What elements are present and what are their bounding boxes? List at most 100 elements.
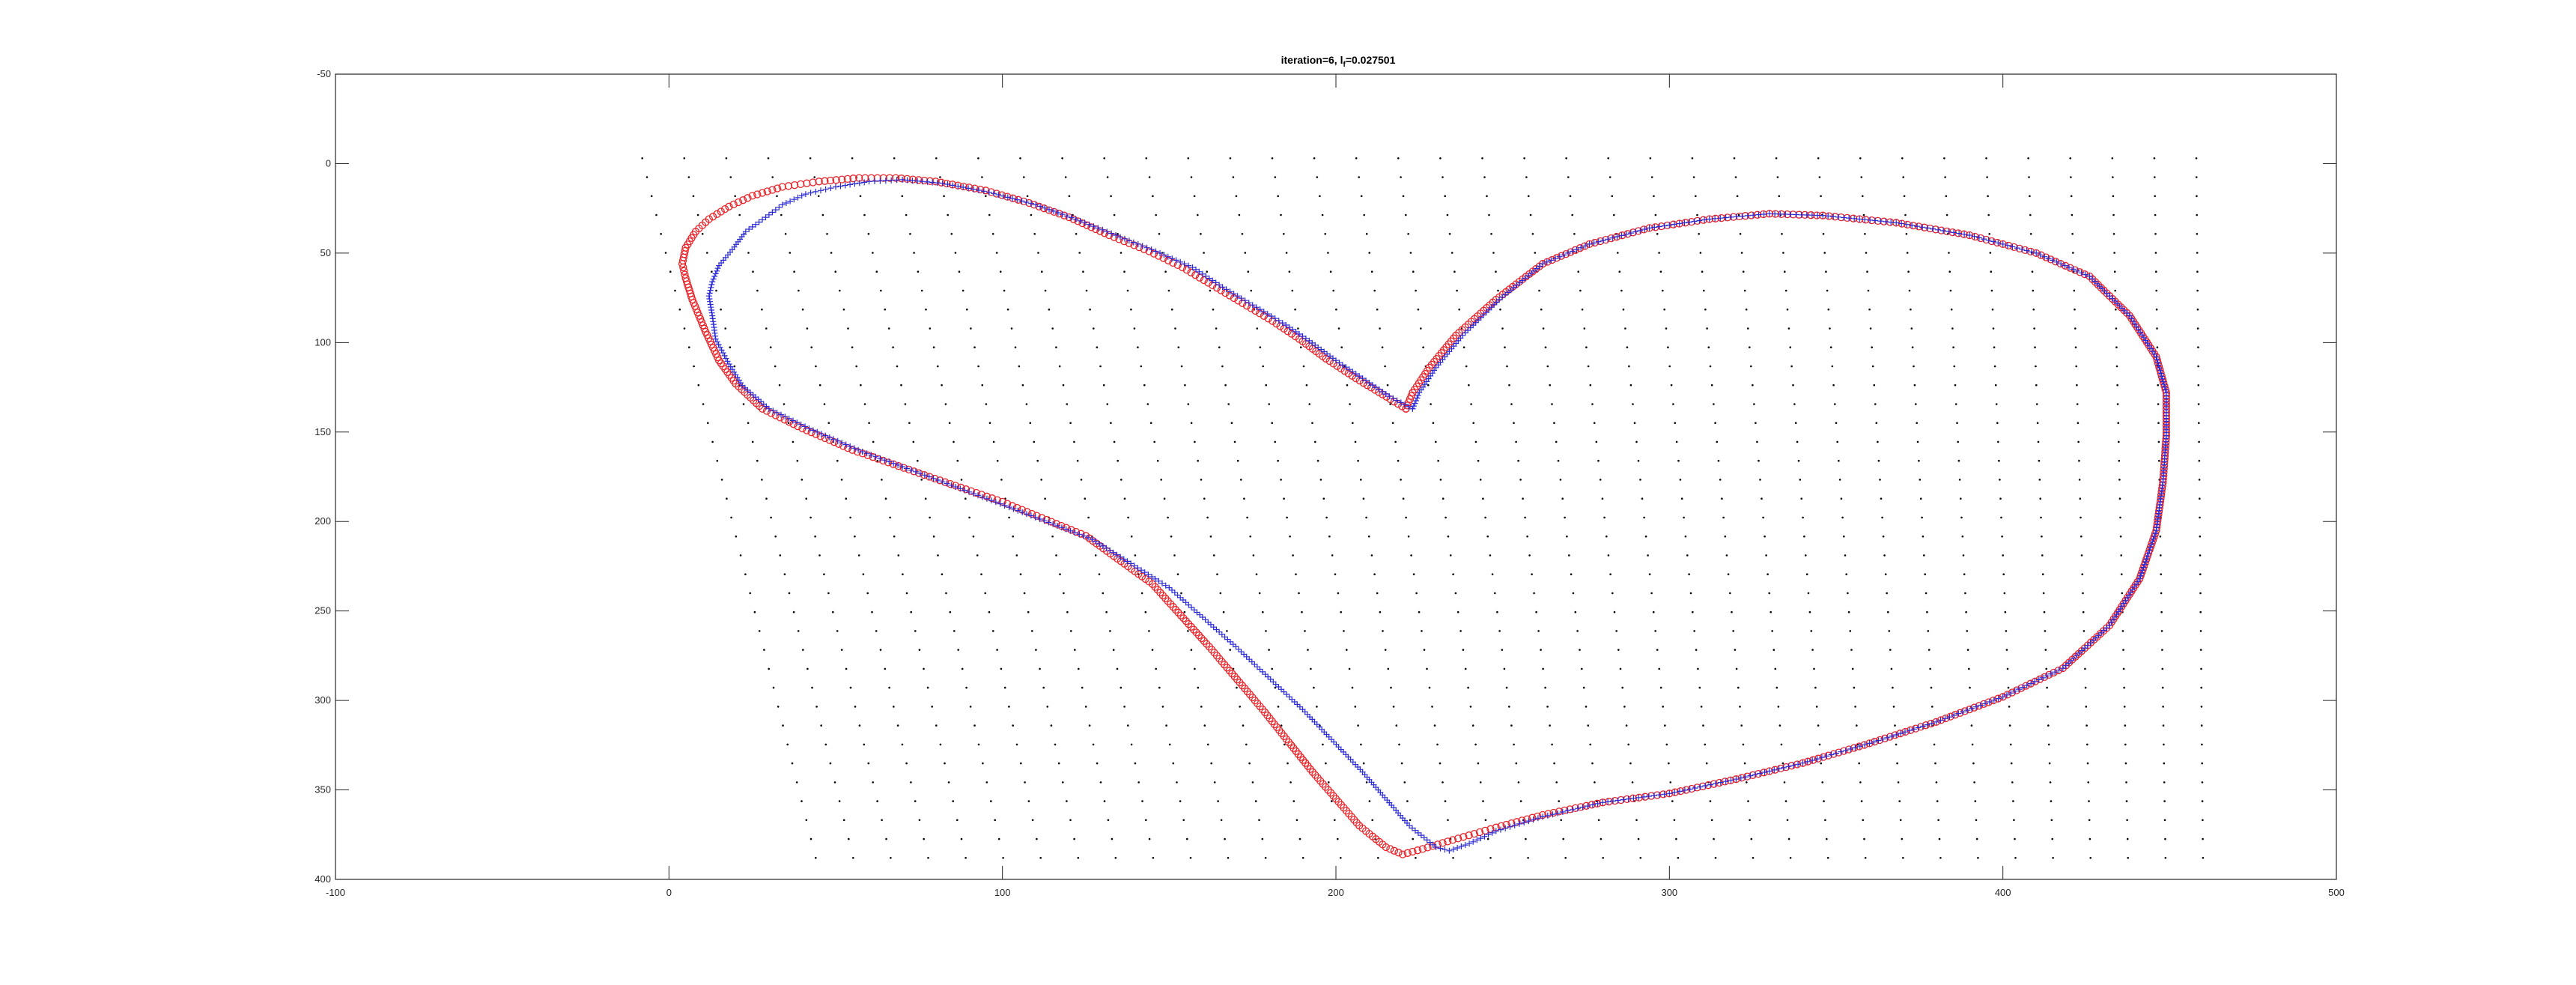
grid-dot-point [947,781,950,784]
blue-plus-point [1179,597,1186,603]
blue-plus-point [1343,364,1349,371]
grid-dot-point [1817,157,1820,160]
blue-plus-point [2161,384,2168,390]
red-circle-point [849,175,857,183]
red-circle-point [1398,850,1407,858]
grid-dot-point [1765,554,1767,557]
blue-plus-point [960,184,967,190]
blue-plus-point [1019,509,1026,515]
grid-dot-point [872,440,875,443]
grid-dot-point [1050,724,1053,727]
grid-dot-point [1271,422,1273,424]
blue-plus-point [1755,211,1762,218]
grid-dot-point [815,706,818,708]
blue-plus-point [1036,516,1043,522]
grid-dot-point [1549,724,1551,727]
grid-dot-point [1068,195,1071,198]
blue-plus-point [1893,219,1900,226]
grid-dot-point [1080,479,1083,481]
grid-dot-point [1843,535,1845,538]
grid-dot-point [669,270,672,273]
blue-plus-point [1253,304,1260,311]
blue-plus-point [1373,384,1379,391]
grid-dot-point [1618,270,1621,273]
grid-dot-point [1740,724,1743,727]
grid-dot-point [1714,422,1716,424]
grid-dot-point [1271,157,1274,160]
blue-plus-point [1242,297,1248,304]
grid-dot-point [1648,573,1651,575]
grid-dot-point [1997,440,1999,443]
blue-plus-point [1081,533,1087,539]
grid-dot-point [1148,837,1151,840]
blue-plus-point [1744,212,1751,219]
blue-plus-point [708,309,715,316]
blue-plus-point [1862,742,1868,748]
grid-dot-point [1740,252,1743,254]
blue-plus-point [1803,212,1810,218]
blue-plus-point [1627,230,1634,237]
grid-dot-point [1492,252,1495,254]
grid-dot-point [1332,289,1334,292]
grid-dot-point [1623,706,1626,708]
red-circle-point [2086,272,2094,281]
grid-dot-point [1146,403,1149,405]
red-circle-point [713,210,721,218]
grid-dot-point [1262,365,1264,368]
grid-dot-point [1402,195,1405,198]
grid-dot-point [1384,649,1387,651]
blue-plus-point [1004,194,1011,201]
blue-plus-point [1000,193,1006,199]
grid-dot-point [1027,610,1030,613]
grid-dot-point [1405,516,1407,519]
grid-dot-point [1203,724,1206,727]
grid-dot-point [2195,176,2198,178]
grid-dot-point [1972,762,1975,765]
grid-dot-point [1420,327,1422,330]
blue-plus-point [795,194,801,201]
grid-dot-point [1031,819,1034,822]
grid-dot-point [1302,365,1305,368]
blue-plus-point [1686,786,1693,792]
grid-dot-point [1069,819,1072,822]
red-circle-point [720,204,729,213]
grid-dot-point [1698,233,1700,235]
grid-dot-point [1212,554,1215,557]
grid-dot-point [981,176,983,178]
grid-dot-point [1261,837,1264,840]
red-circle-point [1418,845,1427,853]
grid-dot-point [1559,479,1562,481]
grid-dot-point [1277,706,1280,708]
blue-plus-point [1208,621,1214,628]
grid-dot-point [1286,516,1288,519]
grid-dot-point [763,649,765,651]
grid-dot-point [2126,819,2128,822]
grid-dot-point [1692,610,1694,613]
blue-plus-point [1264,311,1271,318]
blue-plus-point [1990,697,1997,703]
grid-dot-point [1103,157,1105,160]
grid-dot-point [1633,422,1636,424]
grid-dot-point [1632,403,1634,405]
red-circle-point [1865,739,1874,748]
red-circle-point [1960,707,1969,715]
grid-dot-point [1902,857,1904,859]
grid-dot-point [923,667,925,670]
grid-dot-point [1759,479,1761,481]
grid-dot-point [1887,610,1889,613]
grid-dot-point [1329,270,1332,273]
grid-dot-point [1106,403,1109,405]
blue-plus-point [1174,592,1181,598]
grid-dot-point [1501,649,1504,651]
blue-plus-point [1799,760,1806,766]
grid-dot-point [1450,252,1453,254]
grid-dot-point [1292,800,1295,802]
grid-dot-point [1644,535,1647,538]
grid-dot-point [2112,213,2115,216]
grid-dot-point [2084,686,2087,689]
grid-dot-point [1155,667,1157,670]
grid-dot-point [1218,346,1221,349]
grid-dot-point [1499,308,1501,311]
grid-dot-point [1880,497,1883,500]
grid-dot-point [1517,459,1519,462]
